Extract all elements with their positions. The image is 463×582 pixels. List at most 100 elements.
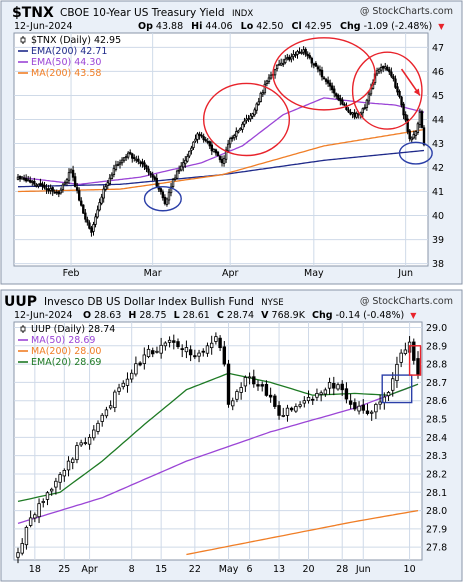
uup-candle-body (391, 378, 395, 391)
tnx-candle-body (290, 56, 293, 60)
uup-candle-body (180, 348, 184, 351)
tnx-candle-body (163, 196, 167, 204)
tnx-candle-body (120, 159, 124, 164)
uup-candle-body (197, 352, 201, 357)
uup-candle-body (235, 391, 239, 400)
tnx-candle-body (333, 88, 336, 94)
uup-x-tick-label: 8 (129, 564, 135, 575)
uup-y-tick-label: 29.0 (426, 323, 447, 334)
tnx-candle-body (31, 181, 34, 183)
tnx-candle-body (410, 137, 413, 141)
uup-candle-body (188, 349, 193, 356)
uup-y-tick-label: 28.9 (426, 341, 447, 352)
uup-y-tick-label: 27.8 (426, 543, 447, 554)
uup-candle-body (129, 372, 134, 380)
uup-candle-body (138, 362, 142, 366)
tnx-y-tick-label: 39 (432, 235, 444, 246)
uup-candle-body (247, 376, 252, 379)
uup-symbol: UUP (4, 294, 37, 310)
uup-y-tick-label: 27.9 (426, 524, 447, 535)
uup-candle-body (108, 405, 113, 409)
uup-legend-label: EMA(20) 28.69 (31, 357, 101, 368)
uup-series-ma200 (186, 509, 419, 556)
tnx-annotation-ellipse (202, 82, 291, 157)
tnx-candle-body (326, 80, 330, 84)
uup-y-tick-label: 28.3 (426, 451, 447, 462)
tnx-candle-body (277, 63, 281, 66)
tnx-candle-body (422, 127, 426, 146)
uup-candle-body (83, 442, 88, 444)
uup-candle-body (121, 382, 125, 388)
tnx-candle-body (29, 179, 32, 183)
tnx-candle-body (92, 224, 95, 232)
tnx-candle-body (416, 123, 420, 133)
uup-candle-body (412, 341, 416, 361)
tnx-candle-body (375, 70, 379, 75)
tnx-candle-body (47, 188, 50, 192)
tnx-candle-body (275, 64, 279, 70)
tnx-candle-body (381, 66, 385, 69)
uup-candle-body (336, 384, 340, 390)
tnx-candle-body (214, 149, 218, 154)
uup-candle-body (395, 363, 399, 382)
tnx-candle-body (167, 191, 171, 201)
uup-candle-body (226, 363, 231, 405)
tnx-candle-body (335, 93, 338, 97)
uup-candle-body (374, 403, 378, 413)
tnx-x-tick-label: May (304, 268, 324, 279)
uup-y-tick-label: 28.7 (426, 378, 447, 389)
tnx-candle-body (286, 57, 289, 60)
uup-candle-body (45, 492, 50, 500)
uup-candle-body (146, 348, 151, 358)
tnx-x-tick-label: Jun (397, 268, 413, 279)
tnx-candle-body (147, 168, 150, 173)
uup-candle-body (33, 514, 37, 519)
uup-x-tick-label: May (219, 564, 239, 575)
tnx-candle-body (388, 69, 391, 73)
uup-candle-body (201, 350, 205, 353)
uup-series-ema20 (17, 372, 419, 503)
tnx-candle-body (202, 136, 205, 141)
uup-gridlines (14, 322, 422, 560)
tnx-candle-body (269, 74, 273, 79)
tnx-candle-body (400, 96, 403, 106)
uup-date: 12-Jun-2024 (14, 310, 73, 321)
uup-candle-body (256, 384, 260, 387)
uup-candle-body (16, 552, 20, 558)
tnx-candle-body (263, 83, 267, 94)
tnx-watermark: @ StockCharts.com (360, 6, 453, 17)
uup-candle-body (104, 409, 109, 417)
tnx-candle-body (69, 169, 73, 173)
uup-candle-body (327, 382, 332, 389)
tnx-candle-body (78, 190, 81, 201)
uup-candle-body (378, 401, 382, 405)
tnx-y-tick-label: 45 (432, 91, 444, 102)
tnx-candle-body (318, 69, 322, 72)
tnx-candle-body (341, 99, 344, 105)
tnx-candle-body (384, 66, 387, 69)
tnx-candle-body (161, 191, 165, 199)
uup-candle-body (117, 387, 121, 392)
uup-candle-body (273, 395, 277, 407)
tnx-date: 12-Jun-2024 (14, 21, 73, 32)
tnx-candle-body (137, 158, 140, 162)
uup-candle-body (298, 404, 302, 407)
uup-candle-body (340, 383, 344, 391)
uup-x-tick-label: Apr (81, 564, 98, 575)
tnx-candle-body (41, 183, 44, 187)
tnx-candle-body (118, 162, 122, 165)
uup-candle-body (277, 405, 281, 416)
tnx-candle-body (116, 163, 120, 166)
tnx-candle-body (145, 165, 148, 170)
tnx-candle-body (33, 180, 36, 185)
tnx-candle-body (112, 167, 116, 176)
uup-candle-body (172, 340, 176, 343)
tnx-candle-body (135, 158, 138, 161)
tnx-candle-body (171, 179, 175, 188)
tnx-candle-body (24, 177, 28, 182)
uup-series-ma50 (17, 383, 419, 525)
tnx-annotation-ellipse (398, 141, 433, 165)
uup-candle-body (289, 407, 294, 411)
tnx-candle-body (212, 148, 216, 153)
tnx-candle-body (39, 182, 42, 186)
